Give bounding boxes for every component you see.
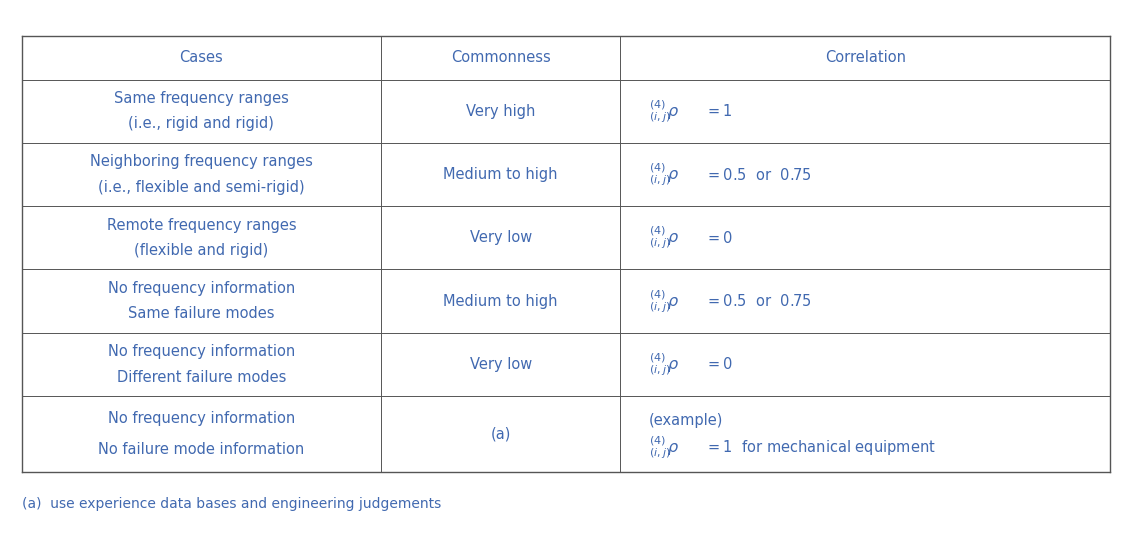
Text: (a)  use experience data bases and engineering judgements: (a) use experience data bases and engine… xyxy=(22,498,441,511)
Text: Cases: Cases xyxy=(180,50,223,65)
Text: Medium to high: Medium to high xyxy=(444,167,558,182)
Text: $= 0$: $= 0$ xyxy=(705,356,734,372)
Text: Commonness: Commonness xyxy=(451,50,550,65)
Text: ${}_{(i,j)}^{(4)}\!\rho$: ${}_{(i,j)}^{(4)}\!\rho$ xyxy=(649,98,679,125)
Text: Medium to high: Medium to high xyxy=(444,294,558,309)
Text: ${}_{(i,j)}^{(4)}\!\rho$: ${}_{(i,j)}^{(4)}\!\rho$ xyxy=(649,288,679,315)
Text: $= 1$: $= 1$ xyxy=(705,103,732,119)
Text: Correlation: Correlation xyxy=(825,50,906,65)
Text: ${}_{(i,j)}^{(4)}\!\rho$: ${}_{(i,j)}^{(4)}\!\rho$ xyxy=(649,434,679,461)
Text: $= 1$  for mechanical equipment: $= 1$ for mechanical equipment xyxy=(705,439,936,457)
Text: Different failure modes: Different failure modes xyxy=(117,370,286,385)
Text: No frequency information: No frequency information xyxy=(108,281,295,296)
Text: Same failure modes: Same failure modes xyxy=(128,306,275,321)
Text: $= 0.5$  or  $0.75$: $= 0.5$ or $0.75$ xyxy=(705,293,812,309)
Text: (i.e., flexible and semi-rigid): (i.e., flexible and semi-rigid) xyxy=(98,180,305,195)
Text: No frequency information: No frequency information xyxy=(108,411,295,426)
Text: Neighboring frequency ranges: Neighboring frequency ranges xyxy=(89,155,312,170)
Text: No frequency information: No frequency information xyxy=(108,344,295,359)
Text: Very high: Very high xyxy=(466,104,535,119)
Text: Very low: Very low xyxy=(470,357,532,372)
Text: (a): (a) xyxy=(490,427,511,442)
Text: (i.e., rigid and rigid): (i.e., rigid and rigid) xyxy=(128,117,274,132)
Text: $= 0$: $= 0$ xyxy=(705,230,734,246)
Text: No failure mode information: No failure mode information xyxy=(98,442,305,457)
Text: ${}_{(i,j)}^{(4)}\!\rho$: ${}_{(i,j)}^{(4)}\!\rho$ xyxy=(649,224,679,251)
Text: Same frequency ranges: Same frequency ranges xyxy=(114,91,289,106)
Text: (flexible and rigid): (flexible and rigid) xyxy=(135,243,268,258)
Text: $= 0.5$  or  $0.75$: $= 0.5$ or $0.75$ xyxy=(705,166,812,182)
Text: Remote frequency ranges: Remote frequency ranges xyxy=(106,218,297,233)
Text: (example): (example) xyxy=(649,413,723,428)
Text: ${}_{(i,j)}^{(4)}\!\rho$: ${}_{(i,j)}^{(4)}\!\rho$ xyxy=(649,161,679,188)
Text: ${}_{(i,j)}^{(4)}\!\rho$: ${}_{(i,j)}^{(4)}\!\rho$ xyxy=(649,351,679,378)
Text: Very low: Very low xyxy=(470,231,532,246)
